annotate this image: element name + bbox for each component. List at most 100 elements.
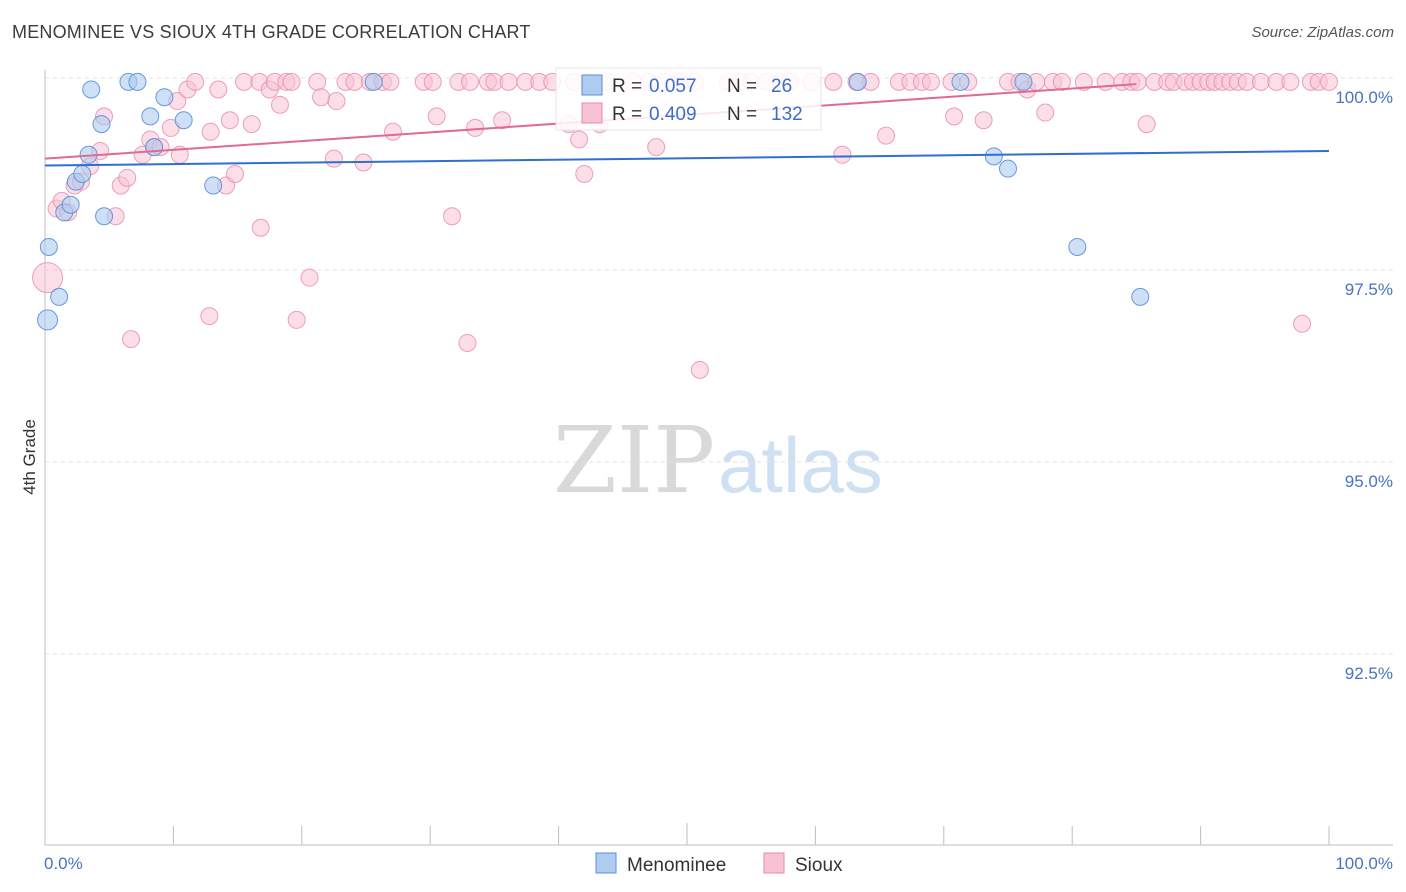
sioux-point bbox=[186, 72, 205, 91]
sioux-point bbox=[122, 330, 141, 349]
sioux-point bbox=[235, 72, 254, 91]
watermark-zip: ZIP bbox=[553, 407, 715, 514]
sioux-point bbox=[200, 307, 219, 326]
sioux-point bbox=[345, 72, 364, 91]
sioux-point bbox=[427, 107, 446, 126]
menominee-point bbox=[1014, 72, 1033, 91]
menominee-point bbox=[984, 147, 1003, 166]
x-tick-label-max: 100.0% bbox=[1335, 854, 1393, 873]
y-tick-label: 95.0% bbox=[1345, 472, 1393, 491]
series-legend: Menominee Sioux bbox=[595, 852, 843, 876]
y-tick-label: 97.5% bbox=[1345, 280, 1393, 299]
sioux-point bbox=[1096, 72, 1115, 91]
sioux-point bbox=[1052, 72, 1071, 91]
sioux-point bbox=[226, 165, 245, 183]
y-tick-label: 100.0% bbox=[1335, 88, 1393, 107]
chart-title: MENOMINEE VS SIOUX 4TH GRADE CORRELATION… bbox=[12, 22, 531, 42]
sioux-point bbox=[1281, 72, 1300, 91]
sioux-point bbox=[312, 88, 331, 107]
sioux-point bbox=[220, 111, 239, 130]
menominee-point bbox=[95, 207, 114, 226]
menominee-points bbox=[37, 72, 1150, 331]
menominee-point bbox=[145, 138, 164, 157]
menominee-point bbox=[61, 195, 80, 214]
menominee-point bbox=[364, 72, 383, 91]
menominee-point bbox=[141, 107, 160, 126]
sioux-point bbox=[461, 72, 480, 91]
menominee-point bbox=[174, 111, 193, 130]
menominee-point bbox=[128, 72, 147, 91]
sioux-point bbox=[201, 122, 220, 141]
sioux-point bbox=[300, 268, 319, 287]
sioux-point bbox=[251, 218, 270, 237]
sioux-point bbox=[423, 72, 442, 91]
legend-n-label-sioux: N = bbox=[727, 104, 757, 125]
legend-r-label-sioux: R = bbox=[612, 104, 642, 125]
menominee-point bbox=[92, 115, 111, 134]
gridlines bbox=[45, 77, 1393, 655]
legend-n-value-sioux: 132 bbox=[771, 104, 803, 125]
legend-swatch-sioux bbox=[581, 102, 603, 124]
legend-swatch-menominee bbox=[581, 74, 603, 96]
sioux-point bbox=[443, 207, 462, 226]
sioux-point bbox=[270, 95, 289, 114]
menominee-point bbox=[73, 165, 92, 183]
menominee-point bbox=[951, 72, 970, 91]
sioux-point bbox=[1137, 115, 1156, 134]
y-axis-label: 4th Grade bbox=[20, 419, 39, 495]
legend-r-label-menominee: R = bbox=[612, 76, 642, 97]
menominee-point bbox=[1131, 287, 1150, 306]
sioux-point bbox=[118, 168, 137, 187]
sioux-point bbox=[282, 72, 301, 91]
legend-n-value-menominee: 26 bbox=[771, 76, 792, 97]
sioux-point bbox=[877, 126, 896, 145]
sioux-point bbox=[945, 107, 964, 126]
y-tick-label: 92.5% bbox=[1345, 664, 1393, 683]
bottom-legend-menominee: Menominee bbox=[627, 855, 726, 876]
sioux-point bbox=[324, 149, 343, 168]
x-axis-ticks bbox=[44, 823, 1330, 845]
sioux-point bbox=[690, 360, 709, 379]
sioux-point bbox=[493, 111, 512, 130]
menominee-point bbox=[1068, 237, 1087, 256]
sioux-point bbox=[242, 115, 261, 134]
sioux-point bbox=[1074, 72, 1093, 91]
menominee-point bbox=[204, 176, 223, 195]
sioux-point bbox=[1036, 103, 1055, 122]
sioux-point bbox=[458, 333, 477, 352]
sioux-point bbox=[381, 72, 400, 91]
bottom-legend-swatch-sioux bbox=[763, 852, 785, 874]
sioux-point bbox=[383, 122, 402, 141]
menominee-point bbox=[39, 237, 58, 256]
menominee-point bbox=[999, 159, 1017, 178]
sioux-point bbox=[327, 92, 346, 111]
menominee-point bbox=[848, 72, 867, 91]
menominee-trend-line bbox=[44, 149, 1330, 167]
bottom-legend-swatch-menominee bbox=[595, 852, 617, 874]
sioux-point bbox=[1128, 72, 1147, 91]
watermark: ZIP atlas bbox=[553, 407, 883, 514]
sioux-point bbox=[1293, 314, 1312, 333]
bottom-legend-sioux: Sioux bbox=[795, 855, 843, 876]
sioux-point bbox=[921, 72, 940, 91]
legend-r-value-menominee: 0.057 bbox=[649, 76, 697, 97]
menominee-point bbox=[50, 287, 69, 306]
sioux-point bbox=[308, 72, 327, 91]
sioux-point bbox=[833, 145, 852, 164]
sioux-point bbox=[32, 262, 64, 294]
source-label: Source: ZipAtlas.com bbox=[1251, 24, 1394, 41]
sioux-point bbox=[1320, 72, 1338, 91]
sioux-point bbox=[287, 310, 306, 329]
correlation-legend: R = 0.057 N = 26 R = 0.409 N = 132 bbox=[555, 67, 822, 131]
sioux-point bbox=[575, 165, 594, 183]
sioux-point bbox=[209, 80, 228, 99]
y-axis-tick-labels: 100.0% 97.5% 95.0% 92.5% bbox=[1335, 88, 1393, 683]
sioux-point bbox=[499, 72, 518, 91]
legend-n-label-menominee: N = bbox=[727, 76, 757, 97]
sioux-point bbox=[824, 72, 843, 91]
watermark-atlas: atlas bbox=[718, 421, 883, 509]
legend-r-value-sioux: 0.409 bbox=[649, 104, 697, 125]
menominee-point bbox=[82, 80, 101, 99]
x-tick-label-min: 0.0% bbox=[44, 854, 83, 873]
